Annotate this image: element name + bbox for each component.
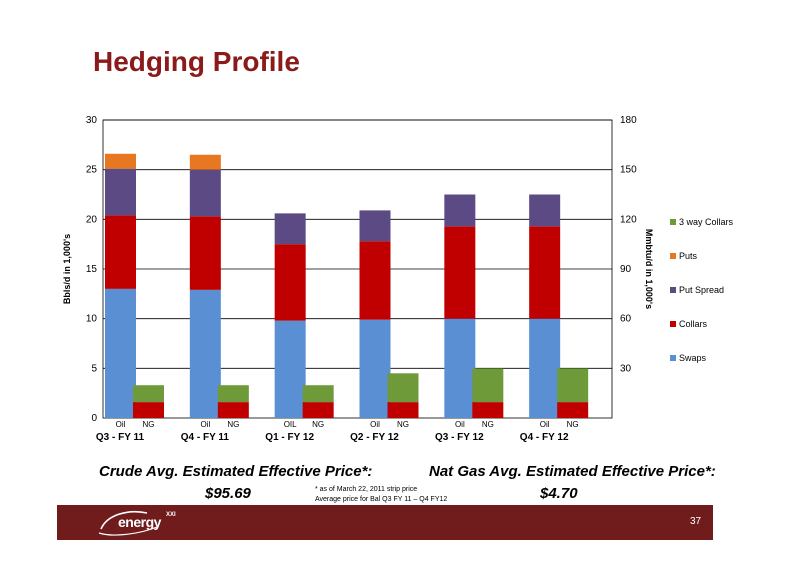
bar-oil-swaps	[359, 319, 391, 418]
x-group-label: Q2 - FY 12	[350, 432, 399, 443]
y-axis-label: Bbls/d in 1,000's	[62, 234, 72, 304]
y-tick-label: 5	[91, 363, 97, 374]
legend-label: Puts	[679, 251, 698, 261]
x-sub-label-oil: Oil	[455, 420, 465, 429]
legend-label: 3 way Collars	[679, 217, 734, 227]
x-group-label: Q1 - FY 12	[265, 432, 314, 443]
footnote: * as of March 22, 2011 strip price Avera…	[315, 485, 447, 505]
bar-oil-collars	[105, 215, 136, 289]
y2-axis-label: Mmbtu/d in 1,000's	[644, 229, 654, 309]
y-tick-label: 0	[91, 413, 97, 424]
legend-swatch	[670, 287, 676, 293]
bar-oil-swaps	[274, 320, 306, 418]
bar-ng-3-way-collars	[302, 385, 334, 403]
bar-ng-3-way-collars	[133, 385, 164, 403]
bar-ng-collars	[387, 402, 419, 418]
bar-oil-swaps	[189, 289, 221, 418]
y-tick-label: 20	[86, 214, 98, 225]
y2-tick-label: 60	[620, 314, 632, 325]
legend-label: Swaps	[679, 353, 707, 363]
bar-oil-swaps	[444, 318, 476, 418]
bar-oil-collars	[529, 226, 561, 319]
bar-oil-collars	[189, 216, 221, 290]
x-sub-label-oil: Oil	[370, 420, 380, 429]
plot-frame	[102, 119, 613, 419]
bar-oil-put-spread	[105, 168, 136, 216]
bar-ng-3-way-collars	[557, 368, 589, 403]
bar-oil-put-spread	[444, 194, 476, 227]
x-group-label: Q4 - FY 12	[520, 432, 569, 443]
y-tick-label: 15	[86, 264, 98, 275]
bar-oil-puts	[189, 154, 221, 170]
bar-ng-3-way-collars	[472, 368, 504, 403]
y2-tick-label: 120	[620, 214, 637, 225]
bar-ng-collars	[133, 402, 164, 418]
x-group-label: Q4 - FY 11	[181, 432, 230, 443]
crude-price-label: Crude Avg. Estimated Effective Price*:	[99, 463, 373, 480]
bar-ng-collars	[472, 402, 504, 418]
bar-oil-put-spread	[529, 194, 561, 227]
natgas-price-label: Nat Gas Avg. Estimated Effective Price*:	[429, 463, 716, 480]
y2-tick-label: 30	[620, 363, 632, 374]
x-sub-label-oil: Oil	[540, 420, 550, 429]
bar-ng-3-way-collars	[387, 373, 419, 403]
page-title: Hedging Profile	[93, 46, 300, 77]
x-sub-label-ng: NG	[312, 420, 324, 429]
bar-oil-put-spread	[274, 213, 306, 245]
page-number: 37	[690, 516, 702, 527]
natgas-price-value: $4.70	[540, 485, 578, 502]
bar-oil-collars	[274, 244, 306, 321]
bar-ng-collars	[217, 402, 249, 418]
footnote-line-2: Average price for Bal Q3 FY 11 – Q4 FY12	[315, 496, 448, 503]
logo-name: energy	[118, 514, 161, 530]
bar-oil-swaps	[529, 318, 561, 418]
footnote-line-1: * as of March 22, 2011 strip price	[315, 486, 418, 493]
legend-swatch	[670, 321, 676, 327]
bar-ng-collars	[302, 402, 334, 418]
crude-price-value: $95.69	[205, 485, 251, 502]
bar-oil-put-spread	[359, 210, 391, 242]
x-sub-label-oil: Oil	[116, 420, 126, 429]
logo-suffix: XXI	[166, 512, 176, 518]
x-group-label: Q3 - FY 12	[435, 432, 484, 443]
x-sub-label-ng: NG	[482, 420, 494, 429]
x-sub-label-ng: NG	[143, 420, 155, 429]
y-tick-label: 10	[86, 314, 98, 325]
bar-oil-collars	[444, 226, 476, 319]
legend-label: Collars	[679, 319, 708, 329]
footer-bar	[57, 505, 713, 540]
x-sub-label-ng: NG	[397, 420, 409, 429]
bar-ng-3-way-collars	[217, 385, 249, 403]
legend-swatch	[670, 355, 676, 361]
hedging-chart: 0 5 10 15 20 25 30 30 60 90 120 150 180 Bbls/d in 1,0…	[62, 115, 734, 443]
legend-swatch	[670, 219, 676, 225]
bar-oil-puts	[105, 153, 136, 169]
legend-label: Put Spread	[679, 285, 724, 295]
bar-ng-collars	[557, 402, 589, 418]
x-sub-label-oil: Oil	[200, 420, 210, 429]
bar-oil-collars	[359, 241, 391, 320]
x-sub-label-ng: NG	[227, 420, 239, 429]
legend-swatch	[670, 253, 676, 259]
bar-oil-swaps	[105, 288, 136, 418]
y-tick-label: 25	[86, 165, 98, 176]
y2-tick-label: 150	[620, 165, 637, 176]
bar-oil-put-spread	[189, 169, 221, 217]
x-sub-label-oil: OIL	[284, 420, 297, 429]
energy-logo-swoosh-icon	[98, 511, 158, 536]
y2-tick-label: 180	[620, 115, 637, 126]
x-group-label: Q3 - FY 11	[96, 432, 145, 443]
x-sub-label-ng: NG	[567, 420, 579, 429]
y-tick-label: 30	[86, 115, 98, 126]
y2-tick-label: 90	[620, 264, 632, 275]
